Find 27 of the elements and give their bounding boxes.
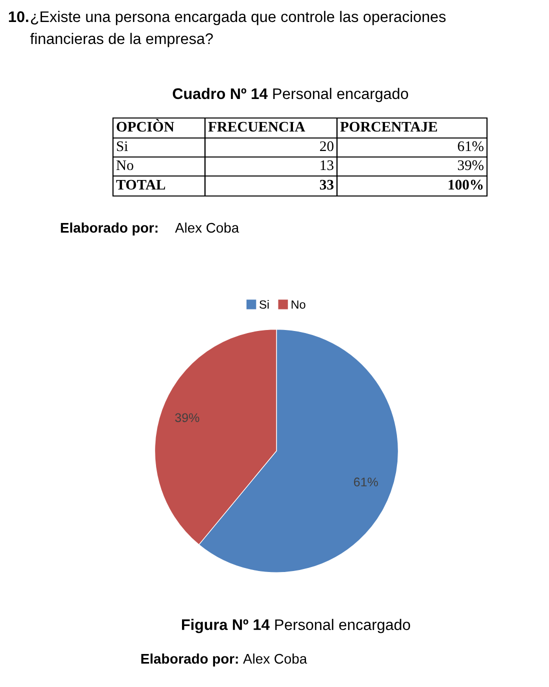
text: Elaborado por: [141, 654, 238, 666]
text: Personal encargado [273, 88, 408, 102]
text: Alex Coba [175, 222, 240, 233]
text: TOTAL [116, 180, 166, 190]
text: 33 [320, 180, 334, 190]
text: 39% [458, 160, 484, 170]
legend-label: Si [260, 300, 269, 309]
text: OPCIÒN [116, 119, 174, 132]
text: 61% [458, 141, 484, 152]
text: FRECUENCIA [208, 122, 306, 132]
data-label: 39% [175, 413, 200, 422]
text: 13 [320, 160, 334, 170]
text: ¿Existe una persona encargada que controle las operaciones [30, 10, 446, 26]
text: 10. [8, 11, 28, 22]
text: Elaborado por: [60, 222, 158, 236]
text: Figura Nº 14 [182, 618, 270, 634]
text: PORCENTAJE [340, 122, 438, 132]
legend-label: No [292, 300, 306, 309]
text: Cuadro Nº 14 [172, 88, 268, 100]
text: financieras de la empresa? [30, 32, 213, 48]
data-label: 61% [354, 478, 378, 486]
text: Personal encargado [275, 618, 410, 634]
text: No [116, 160, 134, 170]
text: Alex Coba [243, 654, 308, 664]
text: Si [116, 141, 128, 152]
text: 100% [448, 180, 483, 190]
text: 20 [320, 141, 334, 152]
